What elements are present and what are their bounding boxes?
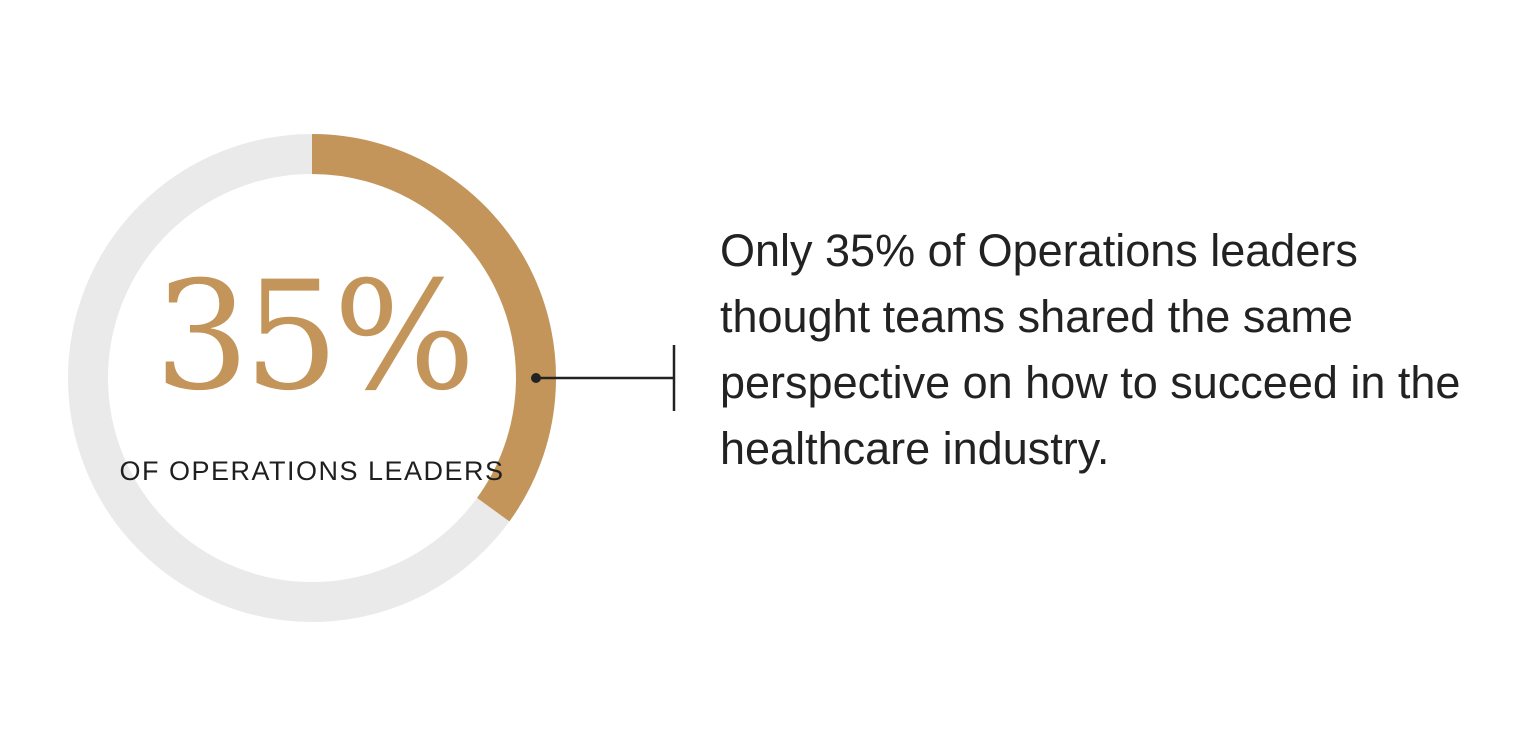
percentage-subtitle: OF OPERATIONS LEADERS xyxy=(119,456,505,486)
connector-dot xyxy=(531,373,541,383)
annotation-text: Only 35% of Operations leaders thought t… xyxy=(720,225,1461,474)
donut-highlight-slice xyxy=(311,134,556,522)
percentage-value: 35% xyxy=(154,250,475,424)
